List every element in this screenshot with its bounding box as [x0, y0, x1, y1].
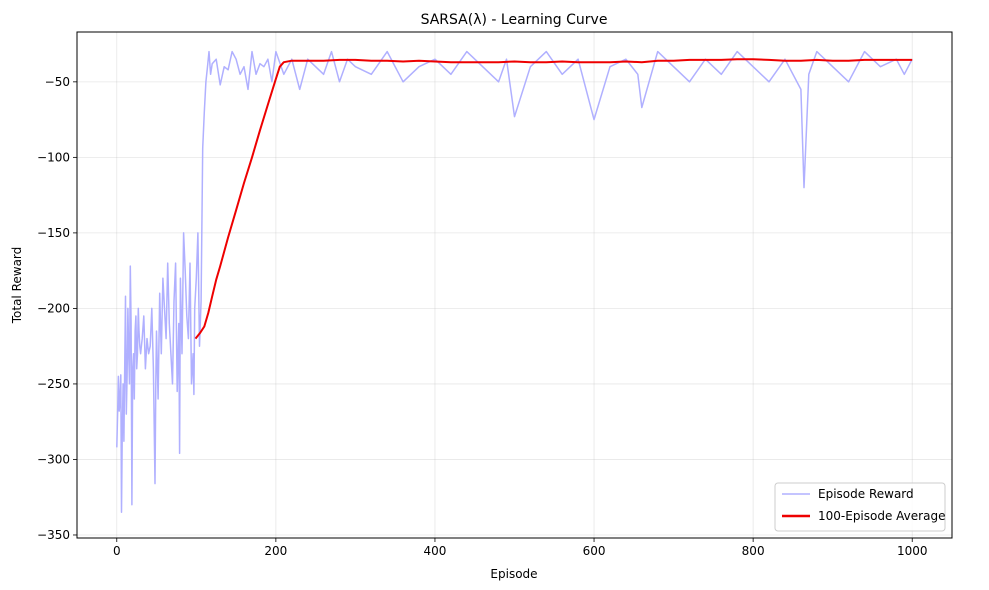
x-axis-label: Episode — [490, 567, 537, 581]
y-tick-label: −50 — [45, 75, 70, 89]
series-line-100-episode-average — [194, 58, 913, 340]
legend-box — [774, 482, 946, 532]
legend-label-100-episode-average: 100-Episode Average — [818, 509, 945, 523]
chart-title: SARSA(λ) - Learning Curve — [421, 12, 608, 28]
x-tick-label: 200 — [264, 544, 287, 558]
x-tick-label: 1000 — [897, 544, 928, 558]
y-tick-label: −250 — [37, 377, 70, 391]
x-tick-label: 0 — [113, 544, 121, 558]
x-tick-label: 800 — [742, 544, 765, 558]
series-line-episode-reward — [116, 50, 913, 514]
x-tick-label: 400 — [424, 544, 447, 558]
y-tick-label: −100 — [37, 150, 70, 164]
y-tick-label: −150 — [37, 226, 70, 240]
y-axis-label: Total Reward — [10, 247, 24, 325]
series-layer — [116, 50, 913, 514]
grid — [77, 32, 952, 538]
y-tick-label: −350 — [37, 528, 70, 542]
ticks: 0 200 400 600 800 1000 −350 −300 −250 −200 −150 −10… — [37, 75, 927, 558]
y-tick-label: −300 — [37, 452, 70, 466]
x-tick-label: 600 — [583, 544, 606, 558]
legend: Episode Reward 100-Episode Average — [774, 482, 946, 532]
y-tick-label: −200 — [37, 301, 70, 315]
plot-frame — [76, 31, 953, 539]
legend-label-episode-reward: Episode Reward — [818, 487, 914, 501]
